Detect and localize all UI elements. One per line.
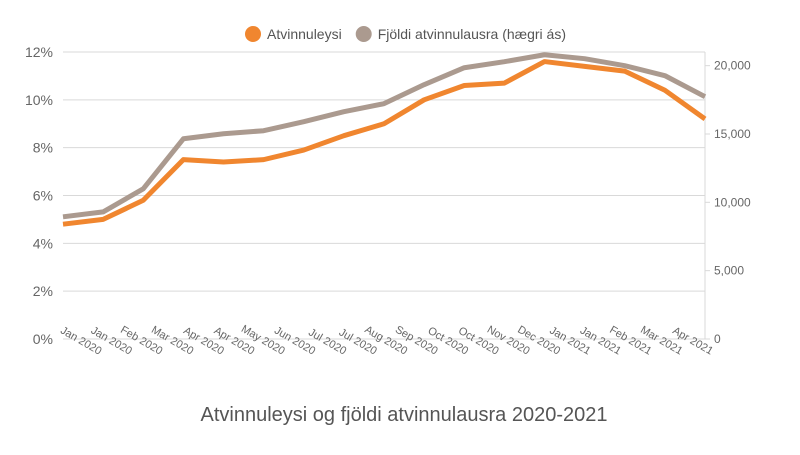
y-tick-label: 12% (25, 44, 53, 60)
y-tick-label: 2% (33, 283, 53, 299)
legend-marker (355, 26, 372, 42)
y2-tick-label: 5,000 (714, 264, 744, 278)
y-tick-label: 4% (33, 235, 53, 251)
line-series (62, 52, 707, 220)
y2-tick-label: 10,000 (714, 195, 751, 209)
y2-tick-label: 0 (714, 332, 721, 346)
legend-marker (245, 26, 261, 42)
y2-tick-label: 20,000 (714, 59, 751, 73)
line-series (62, 59, 707, 227)
y-tick-label: 0% (33, 331, 53, 347)
chart-title: Atvinnuleysi og fjöldi atvinnulausra 202… (201, 404, 608, 426)
legend-label: Atvinnuleysi (267, 26, 342, 42)
legend-label: Fjöldi atvinnulausra (hægri ás) (378, 26, 566, 42)
y-tick-label: 8% (33, 140, 53, 156)
y2-tick-label: 15,000 (714, 127, 751, 141)
y-tick-label: 10% (25, 92, 53, 108)
y-tick-label: 6% (33, 188, 53, 204)
